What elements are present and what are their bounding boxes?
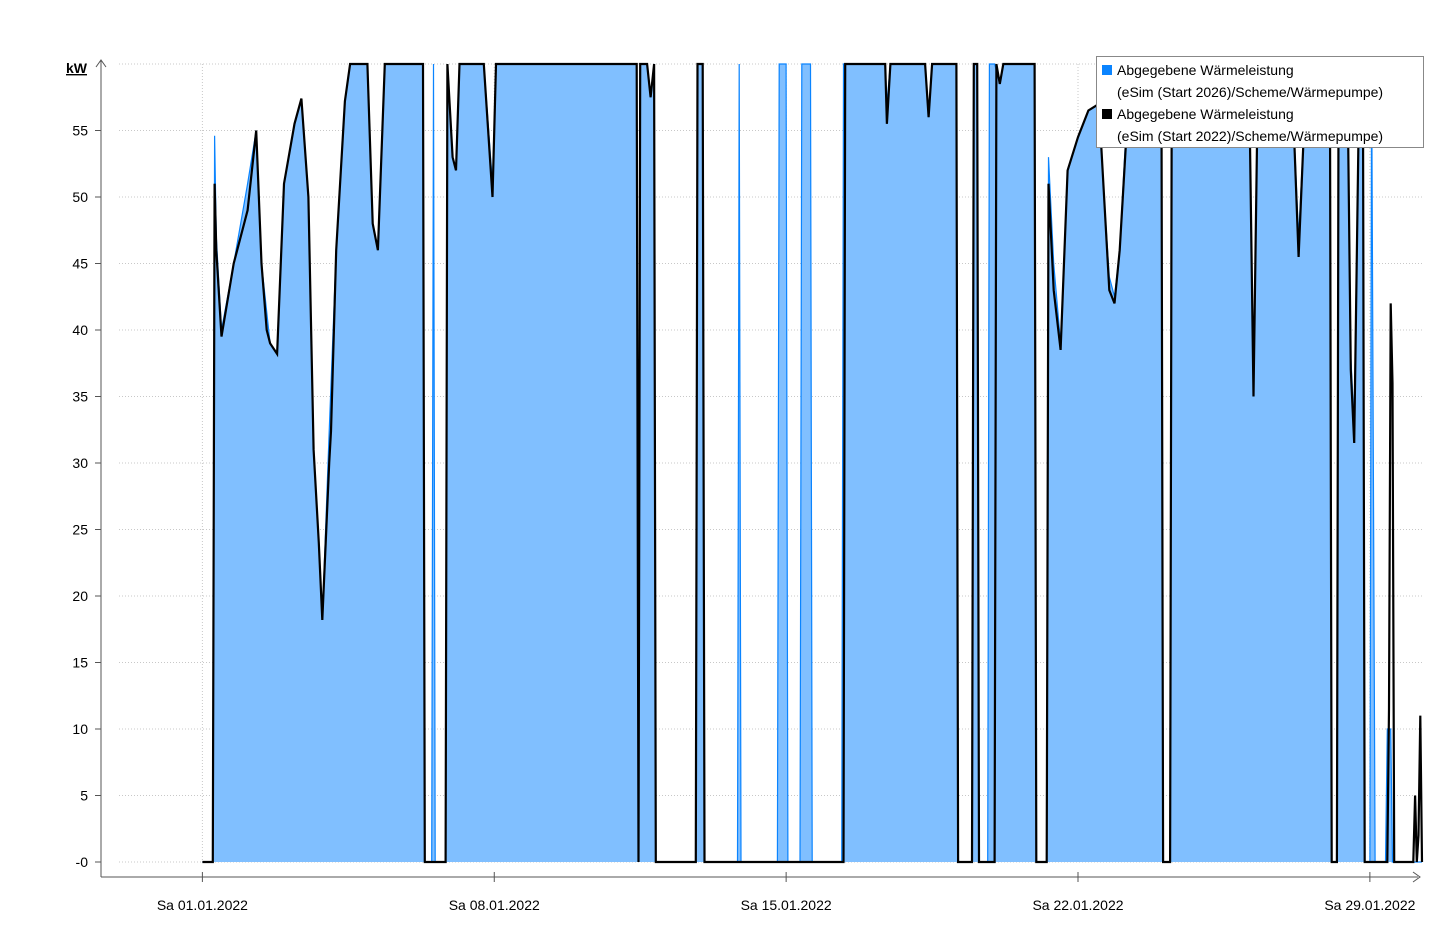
x-tick-label: Sa 22.01.2022 [1032,897,1123,913]
y-axis-arrow-icon [95,59,107,68]
y-tick-label: 40 [72,322,88,338]
series-area-2026 [202,64,1422,862]
legend-swatch-black [1102,109,1112,119]
y-tick-label: 55 [72,123,88,139]
y-tick-label: 45 [72,256,88,272]
y-axis-unit-label: kW [66,60,88,76]
y-tick-label: 35 [72,389,88,405]
x-tick-label: Sa 29.01.2022 [1324,897,1415,913]
y-tick-label: 5 [80,788,88,804]
x-tick-label: Sa 15.01.2022 [741,897,832,913]
y-tick-label: 10 [72,721,88,737]
legend: Abgegebene Wärmeleistung (eSim (Start 20… [1096,56,1424,148]
legend-label-line2: (eSim (Start 2022)/Scheme/Wärmepumpe) [1117,128,1384,144]
y-tick-label: 20 [72,588,88,604]
legend-label-line2: (eSim (Start 2026)/Scheme/Wärmepumpe) [1117,84,1384,100]
x-axis-ticks: Sa 01.01.2022 Sa 08.01.2022 Sa 15.01.2022 S… [157,872,1416,913]
series-line-layer [202,62,1424,864]
legend-label-line1: Abgegebene Wärmeleistung [1117,106,1294,122]
y-axis-ticks: -0 5 10 15 20 25 30 35 40 45 50 55 [72,123,101,870]
legend-entry-2022[interactable]: Abgegebene Wärmeleistung (eSim (Start 20… [1097,103,1423,147]
series-line-2022 [202,62,1424,864]
y-tick-label: 15 [72,655,88,671]
legend-label-line1: Abgegebene Wärmeleistung [1117,62,1294,78]
y-tick-label: 50 [72,189,88,205]
y-tick-label: 25 [72,522,88,538]
x-axis-arrow-icon [1412,871,1421,883]
x-tick-label: Sa 01.01.2022 [157,897,248,913]
y-tick-label: -0 [76,854,89,870]
y-tick-label: 30 [72,455,88,471]
axes [95,59,1421,883]
legend-swatch-blue [1102,65,1112,75]
x-tick-label: Sa 08.01.2022 [449,897,540,913]
legend-entry-2026[interactable]: Abgegebene Wärmeleistung (eSim (Start 20… [1097,59,1423,103]
